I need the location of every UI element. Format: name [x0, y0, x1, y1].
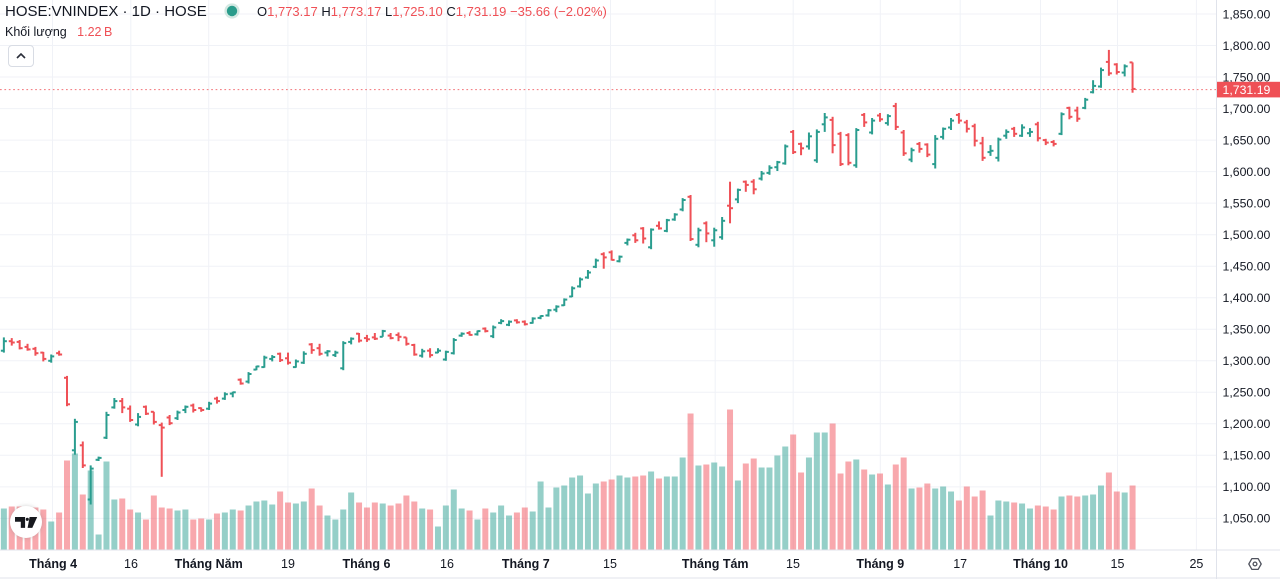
svg-text:25: 25 [1189, 557, 1203, 571]
svg-text:Tháng 10: Tháng 10 [1013, 557, 1068, 571]
svg-text:1,250.00: 1,250.00 [1223, 386, 1271, 400]
svg-text:1,350.00: 1,350.00 [1223, 323, 1271, 337]
svg-text:Tháng 7: Tháng 7 [502, 557, 550, 571]
svg-text:1,300.00: 1,300.00 [1223, 354, 1271, 368]
svg-text:16: 16 [440, 557, 454, 571]
svg-text:1,650.00: 1,650.00 [1223, 133, 1271, 147]
svg-text:Tháng 9: Tháng 9 [856, 557, 904, 571]
svg-text:1,800.00: 1,800.00 [1223, 39, 1271, 53]
svg-text:1,700.00: 1,700.00 [1223, 102, 1271, 116]
svg-text:1,150.00: 1,150.00 [1223, 449, 1271, 463]
svg-text:1,450.00: 1,450.00 [1223, 260, 1271, 274]
svg-text:1,600.00: 1,600.00 [1223, 165, 1271, 179]
svg-text:Tháng Năm: Tháng Năm [175, 557, 243, 571]
svg-text:17: 17 [953, 557, 967, 571]
svg-text:Tháng 6: Tháng 6 [343, 557, 391, 571]
svg-text:Tháng Tám: Tháng Tám [682, 557, 749, 571]
svg-text:1,550.00: 1,550.00 [1223, 196, 1271, 210]
svg-text:15: 15 [603, 557, 617, 571]
svg-text:1,850.00: 1,850.00 [1223, 7, 1271, 21]
svg-text:1,750.00: 1,750.00 [1223, 70, 1271, 84]
svg-text:1,500.00: 1,500.00 [1223, 228, 1271, 242]
svg-text:1,050.00: 1,050.00 [1223, 512, 1271, 526]
svg-text:19: 19 [281, 557, 295, 571]
svg-text:16: 16 [124, 557, 138, 571]
svg-text:1,400.00: 1,400.00 [1223, 291, 1271, 305]
svg-text:1,100.00: 1,100.00 [1223, 480, 1271, 494]
svg-text:15: 15 [1111, 557, 1125, 571]
svg-text:1,731.19: 1,731.19 [1223, 83, 1271, 97]
svg-text:15: 15 [786, 557, 800, 571]
svg-text:Tháng 4: Tháng 4 [29, 557, 77, 571]
svg-text:1,200.00: 1,200.00 [1223, 417, 1271, 431]
